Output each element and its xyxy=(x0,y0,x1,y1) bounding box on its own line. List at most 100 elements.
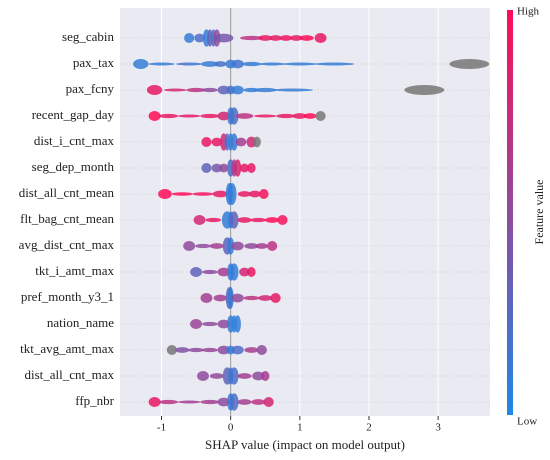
shap-point xyxy=(188,347,204,353)
shap-point xyxy=(229,107,239,125)
shap-point xyxy=(292,113,307,119)
shap-point xyxy=(314,62,355,66)
x-tick-label: 1 xyxy=(297,422,303,434)
colorbar-high: High xyxy=(517,6,540,18)
shap-point xyxy=(176,62,203,66)
shap-point xyxy=(253,136,261,148)
shap-point xyxy=(175,347,190,353)
shap-point xyxy=(158,189,172,199)
y-tick-label: flt_bag_cnt_mean xyxy=(20,211,114,226)
shap-point xyxy=(148,62,175,66)
shap-point xyxy=(217,319,230,329)
shap-point xyxy=(205,217,222,223)
shap-point xyxy=(234,315,241,333)
shap-point xyxy=(211,163,223,173)
shap-point xyxy=(231,345,244,355)
shap-point xyxy=(200,113,220,119)
shap-point xyxy=(247,163,256,173)
y-tick-label: pax_tax xyxy=(73,55,115,70)
shap-point xyxy=(177,114,201,118)
shap-point xyxy=(258,295,273,301)
y-tick-label: pax_fcny xyxy=(66,81,115,96)
x-tick-label: 0 xyxy=(228,422,234,434)
shap-point xyxy=(200,293,213,303)
shap-point xyxy=(290,35,303,41)
shap-point xyxy=(195,243,211,249)
shap-point xyxy=(133,59,149,69)
y-tick-label: tkt_i_amt_max xyxy=(35,263,114,278)
y-tick-label: dist_i_cnt_max xyxy=(34,133,115,148)
shap-point xyxy=(250,217,267,223)
shap-point xyxy=(231,241,244,251)
shap-point xyxy=(217,267,230,277)
shap-point xyxy=(192,192,214,196)
shap-point xyxy=(237,191,252,197)
shap-point xyxy=(261,371,270,381)
shap-point xyxy=(314,33,327,43)
shap-point xyxy=(231,293,244,303)
shap-point xyxy=(276,113,296,119)
y-tick-label: dist_all_cnt_mean xyxy=(19,185,115,200)
shap-point xyxy=(166,345,177,355)
shap-point xyxy=(237,217,252,223)
shap-point xyxy=(158,113,179,119)
shap-point xyxy=(244,347,259,353)
shap-point xyxy=(231,59,244,69)
shap-point xyxy=(247,267,256,277)
shap-point xyxy=(259,189,269,199)
shap-point xyxy=(201,269,218,275)
shap-point xyxy=(249,190,261,198)
shap-point xyxy=(184,33,195,43)
colorbar xyxy=(507,10,513,415)
shap-point xyxy=(214,33,234,43)
shap-point xyxy=(237,373,252,379)
shap-point xyxy=(209,243,224,249)
shap-point xyxy=(194,33,205,43)
shap-point xyxy=(252,371,265,381)
shap-point xyxy=(279,35,293,41)
shap-point xyxy=(213,294,227,302)
shap-point xyxy=(171,192,193,196)
shap-point xyxy=(237,399,252,405)
shap-point xyxy=(253,114,277,118)
shap-point xyxy=(404,85,445,95)
shap-point xyxy=(258,35,273,41)
shap-point xyxy=(163,88,187,92)
shap-point xyxy=(259,62,286,66)
shap-point xyxy=(283,62,317,66)
shap-point xyxy=(263,397,274,407)
colorbar-label: Feature value xyxy=(532,180,546,245)
shap-point xyxy=(229,367,239,385)
shap-point xyxy=(243,295,260,301)
shap-point xyxy=(240,35,263,41)
shap-point xyxy=(231,85,244,95)
y-tick-label: pref_month_y3_1 xyxy=(21,289,114,304)
shap-point xyxy=(201,137,212,147)
shap-point xyxy=(148,111,161,121)
shap-point xyxy=(233,159,242,177)
shap-point xyxy=(201,61,219,67)
shap-point xyxy=(211,137,223,147)
shap-point xyxy=(201,321,218,327)
shap-point xyxy=(315,111,326,121)
colorbar-low: Low xyxy=(517,416,537,428)
shap-point xyxy=(229,263,239,281)
shap-point xyxy=(209,373,224,379)
shap-point xyxy=(219,163,229,173)
y-tick-label: dist_all_cnt_max xyxy=(24,367,114,382)
shap-point xyxy=(227,287,234,309)
shap-point xyxy=(235,113,254,119)
shap-point xyxy=(229,393,239,411)
shap-point xyxy=(148,397,161,407)
shap-point xyxy=(217,111,230,121)
shap-point xyxy=(183,241,196,251)
shap-point xyxy=(158,399,179,405)
shap-point xyxy=(201,163,212,173)
x-tick-label: -1 xyxy=(157,422,166,434)
shap-point xyxy=(255,243,268,249)
y-tick-label: ffp_nbr xyxy=(75,393,114,408)
shap-point xyxy=(240,163,249,173)
shap-point xyxy=(214,61,227,67)
shap-point xyxy=(200,399,220,405)
